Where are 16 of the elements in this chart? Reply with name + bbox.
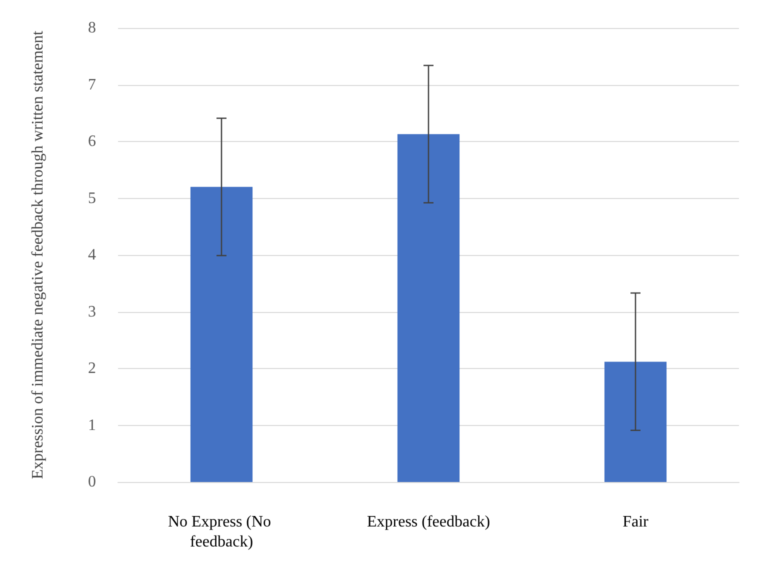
y-tick-label: 6: [88, 133, 96, 150]
y-tick-label: 0: [88, 474, 96, 490]
x-tick-label: Express (feedback): [366, 514, 490, 530]
y-tick-label: 4: [88, 246, 96, 264]
y-tick-label: 5: [88, 190, 96, 207]
x-tick-label: Fair: [622, 514, 650, 530]
y-tick-label: 1: [88, 416, 96, 434]
bar: [397, 134, 460, 482]
y-tick-label: 8: [88, 20, 96, 36]
y-axis-title: Expression of immediate negative feedback through written statement: [30, 30, 46, 480]
bar: [190, 186, 253, 482]
x-tick-label: No Express (No feedback): [168, 514, 276, 550]
y-tick-label: 3: [88, 303, 96, 320]
bar: [604, 362, 667, 482]
y-tick-label: 7: [88, 76, 96, 94]
y-tick-label: 2: [88, 360, 96, 377]
